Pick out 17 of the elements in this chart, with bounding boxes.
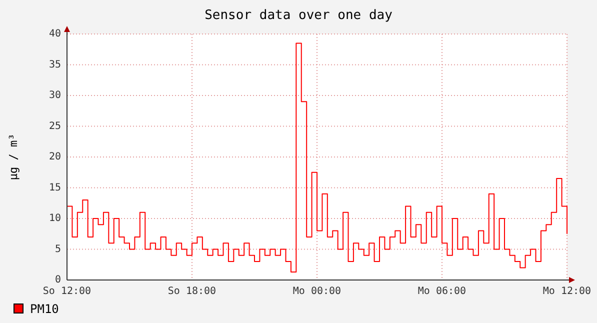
x-tick-label: So 18:00 bbox=[168, 286, 216, 297]
y-tick-label: 5 bbox=[54, 244, 61, 255]
y-tick-label: 40 bbox=[48, 28, 61, 40]
y-tick-label: 30 bbox=[48, 90, 61, 102]
y-tick-label: 10 bbox=[48, 213, 61, 224]
x-tick-label: Mo 06:00 bbox=[418, 286, 466, 297]
y-tick-label: 0 bbox=[54, 274, 61, 286]
x-tick-label: Mo 12:00 bbox=[542, 286, 592, 297]
y-axis-title: µg / m³ bbox=[7, 134, 20, 180]
x-tick-label: So 12:00 bbox=[42, 286, 92, 297]
chart-title: Sensor data over one day bbox=[204, 8, 393, 23]
y-tick-label: 15 bbox=[48, 182, 61, 194]
y-tick-label: 35 bbox=[48, 59, 61, 70]
x-tick-label: Mo 00:00 bbox=[292, 286, 342, 297]
legend-label: PM10 bbox=[30, 302, 59, 316]
y-tick-label: 25 bbox=[48, 120, 61, 132]
y-tick-label: 20 bbox=[48, 152, 61, 163]
